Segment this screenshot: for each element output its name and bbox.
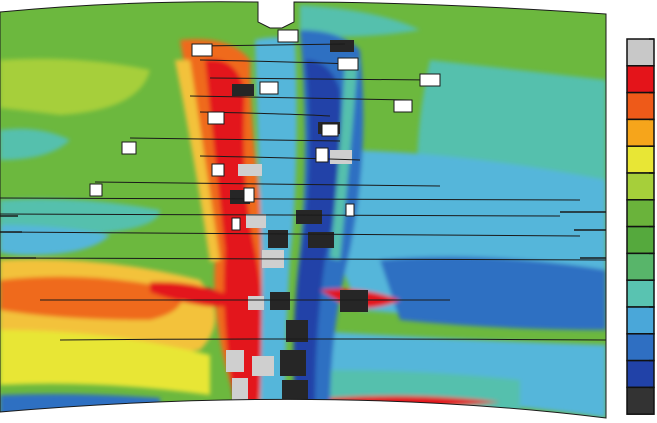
legend-swatch-1 — [626, 38, 655, 67]
stress-field — [0, 1, 606, 418]
section-outline — [0, 1, 607, 419]
legend-swatch-6 — [626, 172, 655, 201]
teal-region-bottom — [330, 370, 520, 418]
legend-swatch-9 — [626, 252, 655, 281]
open-joint-blocks — [89, 29, 441, 231]
legend-swatch-14 — [626, 386, 655, 415]
legend-swatch-4 — [626, 118, 655, 147]
legend-swatch-3 — [626, 91, 655, 121]
cyan-crack-center — [255, 37, 297, 405]
orange-band-left — [0, 276, 182, 320]
legend-swatch-2 — [626, 65, 655, 94]
legend-swatch-8 — [626, 225, 655, 255]
teal-patch-left — [0, 128, 70, 160]
lime-region-left-top — [0, 58, 150, 115]
yellow-flank-left — [175, 60, 220, 262]
contour-plot — [0, 1, 607, 419]
legend-swatch-11 — [626, 306, 655, 335]
blue-band-right — [380, 256, 606, 330]
color-legend — [626, 38, 655, 415]
crack-blocks — [226, 40, 368, 404]
edge-cuts — [0, 211, 606, 259]
lime-yellow-region-left — [0, 330, 210, 395]
red-core-crack-left — [205, 59, 264, 405]
legend-swatch-5 — [626, 145, 655, 174]
legend-swatch-12 — [626, 333, 655, 362]
legend-swatch-13 — [626, 359, 655, 389]
legend-swatch-7 — [626, 199, 655, 228]
mortar-joints — [0, 43, 606, 341]
teal-region-top — [300, 5, 420, 37]
legend-swatch-10 — [626, 279, 655, 308]
teal-band-left — [0, 198, 160, 235]
legend-swatches — [626, 38, 655, 415]
